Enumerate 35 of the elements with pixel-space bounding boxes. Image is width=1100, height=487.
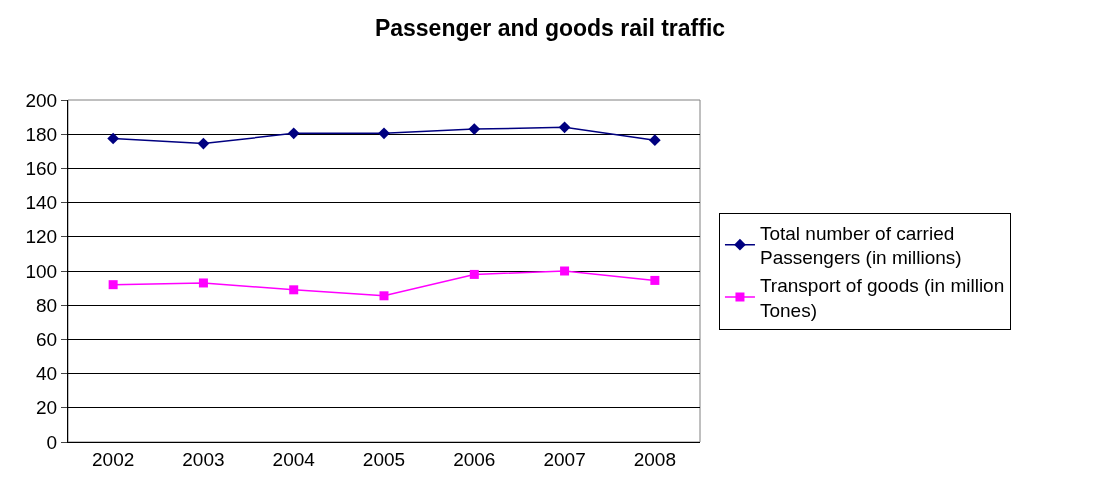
x-tick-label: 2008	[633, 448, 676, 470]
y-tick-label: 40	[36, 363, 58, 385]
point	[107, 132, 119, 145]
y-tick-label: 60	[36, 329, 58, 351]
y-tick-label: 200	[25, 89, 58, 111]
chart-title: Passenger and goods rail traffic	[374, 14, 726, 41]
x-tick-label: 2005	[362, 448, 406, 470]
point	[650, 275, 660, 285]
point	[198, 278, 208, 288]
point	[379, 291, 389, 301]
point	[197, 137, 210, 150]
x-tick-label: 2007	[543, 448, 586, 470]
legend-label: Transport of goods (in million Tones)	[759, 275, 1005, 321]
y-tick-label: 180	[25, 123, 58, 145]
y-tick-label: 140	[25, 192, 58, 214]
point	[287, 127, 300, 140]
y-tick-label: 0	[46, 431, 58, 453]
y-tick-label: 120	[25, 226, 58, 248]
y-tick-label: 80	[36, 294, 58, 316]
point	[469, 269, 479, 279]
point	[558, 121, 571, 134]
y-tick-label: 20	[36, 397, 58, 419]
x-tick-label: 2002	[92, 448, 135, 470]
x-tick-label: 2003	[182, 448, 225, 470]
legend-label: Total number of carried Passengers (in millions)	[759, 222, 962, 269]
point	[108, 280, 118, 290]
y-tick-label: 160	[25, 158, 58, 180]
point	[649, 134, 661, 147]
y-tick-label: 100	[25, 260, 58, 282]
point	[468, 123, 481, 135]
x-tick-label: 2006	[453, 448, 496, 470]
point	[378, 127, 390, 140]
point	[289, 285, 299, 295]
x-tick-label: 2004	[272, 448, 316, 470]
point	[560, 266, 570, 276]
